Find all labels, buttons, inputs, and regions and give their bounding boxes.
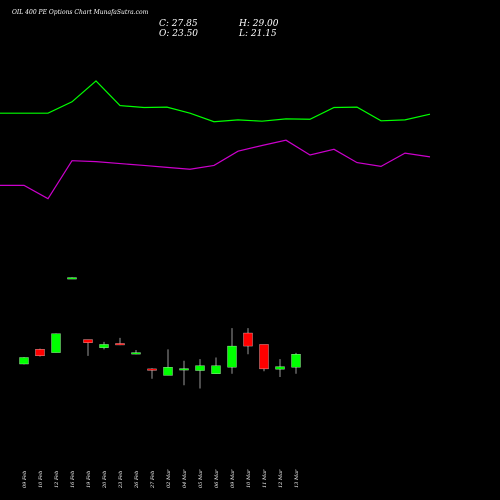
candle-body: [115, 343, 125, 346]
chart-title: OIL 400 PE Options Chart MunafaSutra.com: [12, 9, 149, 16]
candles-group: [19, 277, 301, 389]
x-tick-label: 09 Feb: [22, 471, 28, 488]
x-tick-label: 11 Mar: [262, 469, 268, 488]
candle-body: [99, 344, 109, 348]
x-tick-label: 27 Feb: [150, 471, 156, 489]
candle-body: [131, 352, 141, 355]
candle-body: [275, 366, 285, 370]
candle-body: [67, 277, 77, 280]
open-value: O: 23.50: [159, 29, 199, 39]
candle-body: [243, 332, 253, 347]
x-tick-label: 09 Mar: [230, 469, 236, 488]
high-value: H: 29.00: [239, 19, 279, 29]
candle-body: [259, 344, 269, 370]
close-value: C: 27.85: [159, 19, 198, 29]
candle-body: [227, 345, 237, 368]
candle-body: [83, 339, 93, 343]
candle-body: [35, 349, 45, 357]
candle-body: [291, 354, 301, 368]
x-tick-label: 10 Mar: [246, 469, 252, 488]
x-tick-label: 20 Feb: [102, 471, 108, 489]
candle-body: [211, 365, 221, 374]
x-tick-label: 16 Feb: [70, 471, 76, 488]
x-tick-label: 12 Feb: [54, 471, 60, 488]
candle-body: [195, 365, 205, 371]
green-indicator-line: [0, 80, 431, 123]
candle-body: [179, 368, 189, 371]
x-tick-label: 19 Feb: [86, 471, 92, 488]
x-tick-label: 04 Mar: [182, 469, 188, 488]
x-tick-label: 12 Mar: [278, 469, 284, 488]
magenta-indicator-line: [0, 139, 431, 200]
x-tick-label: 13 Mar: [294, 469, 300, 488]
indicator-lines: [0, 80, 431, 200]
x-tick-label: 26 Feb: [134, 471, 140, 489]
x-axis-labels: 09 Feb 10 Feb 12 Feb 16 Feb 19 Feb 20 Feb 23 F…: [22, 469, 300, 489]
x-tick-label: 23 Feb: [118, 471, 124, 489]
x-tick-label: 05 Mar: [198, 469, 204, 488]
candle-body: [51, 333, 61, 353]
candle-body: [19, 357, 29, 365]
x-tick-label: 10 Feb: [38, 471, 44, 488]
x-tick-label: 06 Mar: [214, 469, 220, 488]
candle-body: [163, 367, 173, 376]
low-value: L: 21.15: [239, 29, 277, 39]
x-tick-label: 02 Mar: [166, 469, 172, 488]
candle-body: [147, 368, 157, 371]
